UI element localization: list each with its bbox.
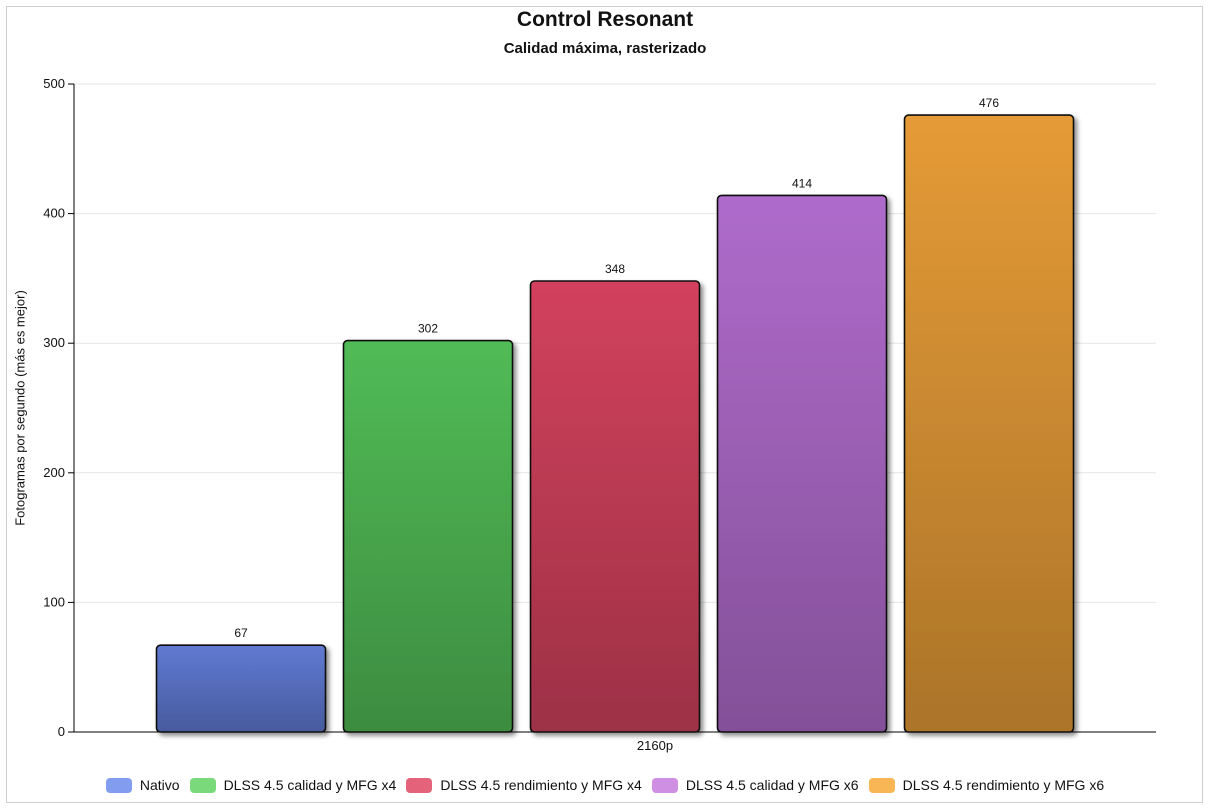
bar bbox=[716, 194, 888, 733]
legend-item[interactable]: Nativo bbox=[105, 777, 180, 793]
y-tick-label: 300 bbox=[43, 335, 65, 350]
bar bbox=[342, 339, 514, 733]
x-tick-label: 2160p bbox=[637, 738, 673, 753]
chart-subtitle: Calidad máxima, rasterizado bbox=[503, 40, 707, 57]
legend-swatch bbox=[105, 777, 132, 793]
y-tick-label: 500 bbox=[43, 76, 65, 91]
bar-value-label: 67 bbox=[234, 626, 248, 640]
y-tick-label: 200 bbox=[43, 465, 65, 480]
legend-label: DLSS 4.5 rendimiento y MFG x6 bbox=[902, 777, 1105, 793]
bar-value-label: 476 bbox=[979, 96, 999, 110]
legend-item[interactable]: DLSS 4.5 calidad y MFG x4 bbox=[189, 777, 397, 793]
bar-value-label: 348 bbox=[605, 262, 625, 276]
y-tick-label: 0 bbox=[58, 724, 65, 739]
legend-label: DLSS 4.5 calidad y MFG x6 bbox=[685, 777, 859, 793]
bar-value-label: 302 bbox=[418, 322, 438, 336]
legend-label: DLSS 4.5 calidad y MFG x4 bbox=[223, 777, 397, 793]
bar bbox=[903, 114, 1075, 733]
legend-swatch bbox=[406, 777, 433, 793]
y-tick-label: 100 bbox=[43, 594, 65, 609]
legend-swatch bbox=[651, 777, 678, 793]
chart-title: Control Resonant bbox=[516, 8, 694, 31]
legend-item[interactable]: DLSS 4.5 rendimiento y MFG x6 bbox=[868, 777, 1105, 793]
bar bbox=[155, 644, 327, 733]
chart-legend: Nativo DLSS 4.5 calidad y MFG x4 DLSS 4.5 … bbox=[0, 777, 1210, 793]
bar-value-label: 414 bbox=[792, 176, 812, 190]
legend-label: DLSS 4.5 rendimiento y MFG x4 bbox=[440, 777, 642, 793]
legend-swatch bbox=[868, 777, 895, 793]
legend-label: Nativo bbox=[139, 777, 180, 793]
y-tick-label: 400 bbox=[43, 206, 65, 221]
legend-item[interactable]: DLSS 4.5 calidad y MFG x6 bbox=[651, 777, 859, 793]
bar bbox=[529, 280, 701, 733]
legend-item[interactable]: DLSS 4.5 rendimiento y MFG x4 bbox=[406, 777, 642, 793]
legend-swatch bbox=[189, 777, 216, 793]
